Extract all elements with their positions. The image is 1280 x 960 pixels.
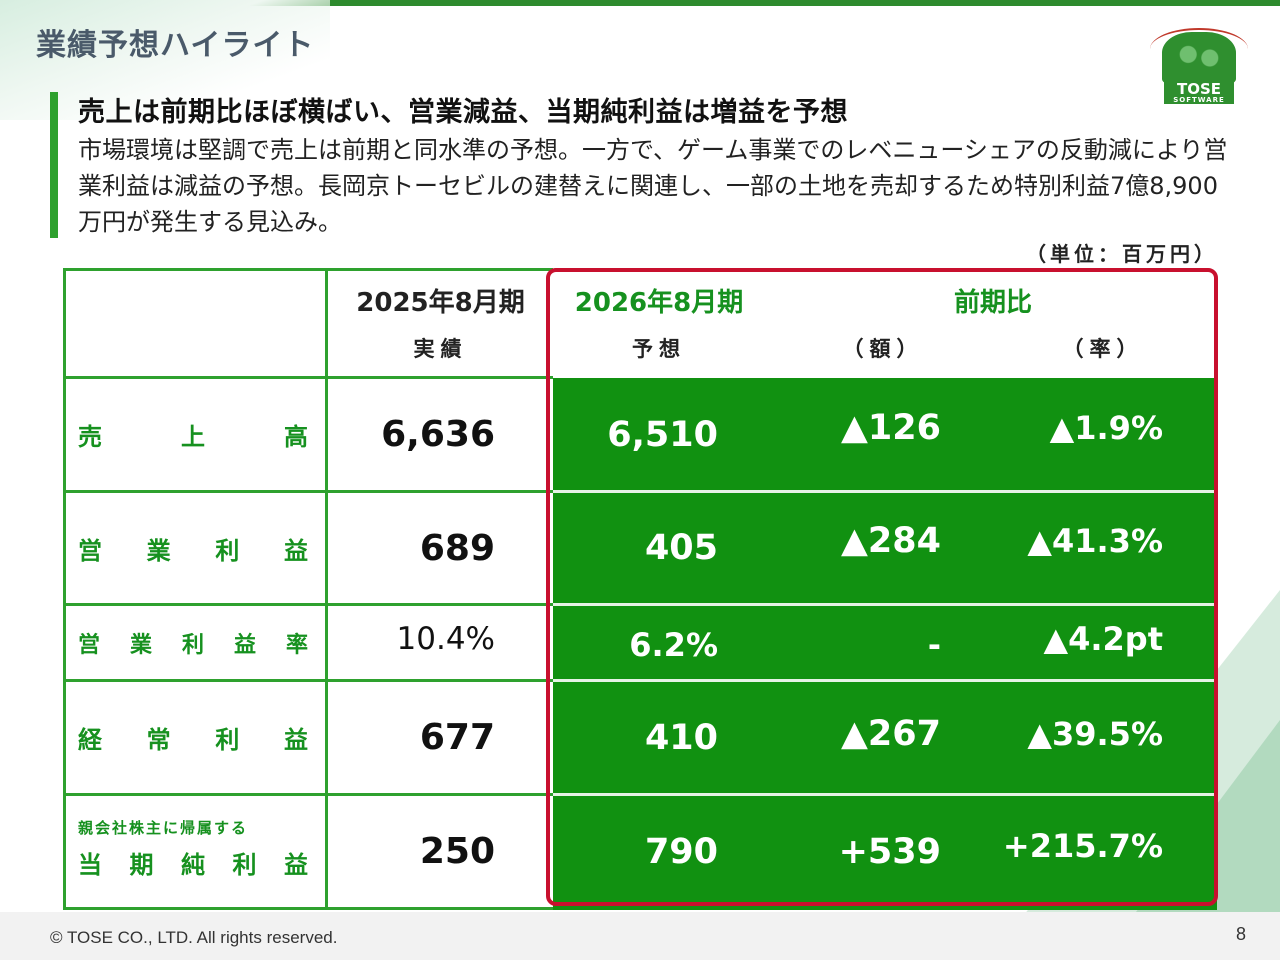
description: 市場環境は堅調で売上は前期と同水準の予想。一方で、ゲーム事業でのレベニューシェア… (78, 136, 1228, 236)
header-prev-sub: 実績 (413, 337, 468, 361)
net-income-actual: 250 (419, 831, 495, 872)
operating-margin-diff: - (927, 625, 941, 664)
operating-profit-forecast: 405 (644, 528, 718, 568)
top-accent-bar (0, 0, 1280, 6)
header-curr-sub: 予想 (632, 337, 686, 361)
row-label-net-income: 当 期 純 利 益 (78, 850, 308, 879)
company-logo: TOSE SOFTWARE (1150, 28, 1250, 108)
tree-icon (1162, 32, 1236, 84)
unit-label: （単位：百万円） (1026, 242, 1218, 266)
footer (0, 912, 1280, 960)
row-label-net-income-prefix: 親会社株主に帰属する (78, 818, 249, 837)
header-compare-amount: （額） (842, 337, 924, 361)
operating-profit-actual: 689 (419, 527, 495, 569)
ordinary-profit-rate: ▲39.5% (1027, 714, 1163, 753)
page-title: 業績予想ハイライト (36, 28, 315, 63)
ordinary-profit-forecast: 410 (644, 717, 718, 758)
ordinary-profit-actual: 677 (419, 717, 495, 758)
sales-actual: 6,636 (381, 414, 495, 455)
sales-rate: ▲1.9% (1049, 408, 1163, 447)
net-income-forecast: 790 (644, 831, 718, 872)
header-curr-period: 2026年8月期 (574, 287, 744, 318)
operating-profit-diff: ▲284 (841, 521, 941, 561)
operating-profit-rate: ▲41.3% (1027, 522, 1163, 560)
forecast-highlight-frame (546, 268, 1218, 906)
row-label-sales: 売 上 高 (78, 423, 308, 451)
operating-margin-actual: 10.4% (396, 620, 495, 657)
copyright: © TOSE CO., LTD. All rights reserved. (50, 928, 338, 947)
row-label-operating-profit: 営 業 利 益 (78, 536, 308, 565)
sales-diff: ▲126 (841, 407, 941, 448)
page-number: 8 (1236, 924, 1247, 944)
row-label-operating-margin: 営 業 利 益 率 (78, 632, 308, 658)
headline: 売上は前期比ほぼ横ばい、営業減益、当期純利益は増益を予想 (78, 97, 848, 128)
forecast-highlight (553, 378, 1217, 910)
header-compare-rate: （率） (1062, 337, 1144, 361)
logo-sub: SOFTWARE (1173, 96, 1225, 104)
net-income-rate: +215.7% (1002, 826, 1163, 865)
header-compare: 前期比 (953, 287, 1032, 318)
operating-margin-forecast: 6.2% (629, 625, 718, 664)
net-income-diff: +539 (838, 831, 941, 872)
header-prev-period: 2025年8月期 (356, 287, 525, 318)
logo-name: TOSE (1176, 80, 1222, 98)
operating-margin-rate: ▲4.2pt (1043, 619, 1164, 658)
headline-accent-bar (50, 92, 58, 238)
ordinary-profit-diff: ▲267 (841, 713, 941, 754)
row-label-ordinary-profit: 経 常 利 益 (78, 726, 308, 754)
forecast-table: 2025年8月期 実績 2026年8月期 予想 前期比 （額） （率） 売 上 … (63, 268, 1217, 910)
sales-forecast: 6,510 (607, 414, 718, 455)
